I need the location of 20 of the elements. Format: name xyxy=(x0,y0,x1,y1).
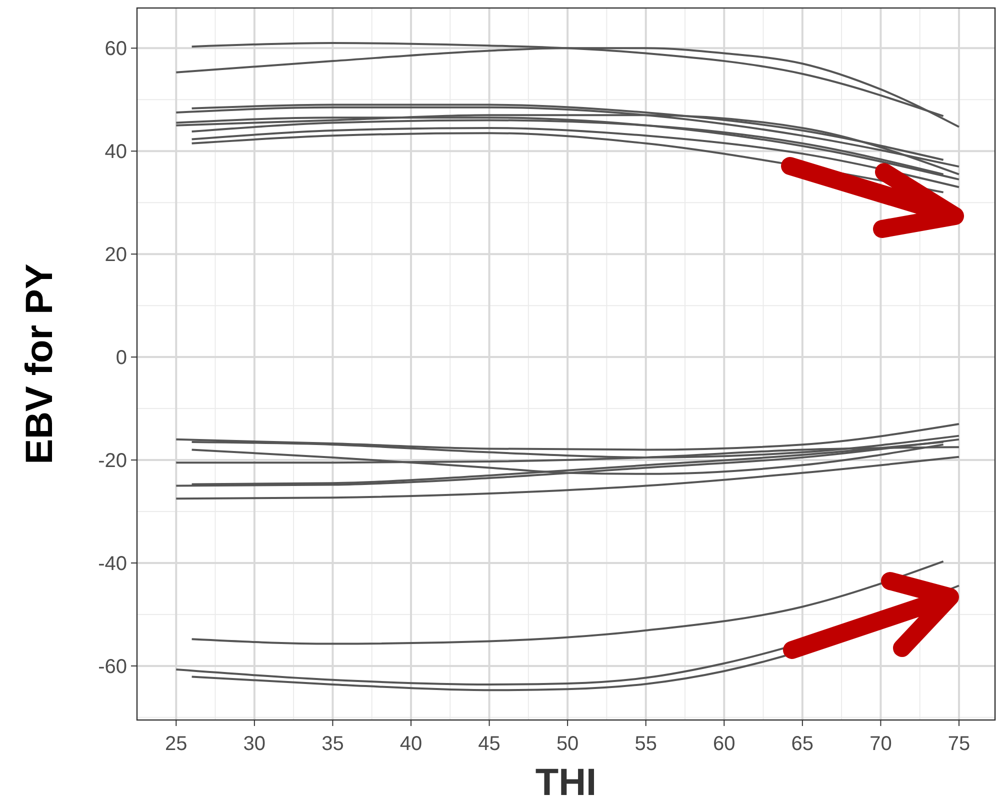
x-axis-title: THI xyxy=(535,762,597,803)
x-tick-label: 25 xyxy=(165,733,188,755)
x-tick-label: 30 xyxy=(243,733,266,755)
x-tick-label: 70 xyxy=(870,733,892,755)
y-tick-label: 20 xyxy=(104,244,127,266)
y-tick-label: -20 xyxy=(98,450,127,472)
x-tick-label: 50 xyxy=(556,733,579,755)
x-tick-label: 75 xyxy=(948,733,970,755)
y-tick-label: -40 xyxy=(98,552,127,575)
y-tick-label: 0 xyxy=(116,347,127,370)
y-tick-label: 60 xyxy=(104,38,127,60)
y-tick-label: -60 xyxy=(98,656,127,678)
x-tick-label: 45 xyxy=(478,733,500,755)
x-tick-label: 60 xyxy=(713,733,736,755)
x-tick-label: 55 xyxy=(634,733,657,755)
x-tick-label: 35 xyxy=(322,733,344,755)
y-axis-title: EBV for PY xyxy=(19,264,61,464)
x-tick-label: 40 xyxy=(400,733,422,755)
y-tick-label: 40 xyxy=(104,141,127,164)
x-tick-label: 65 xyxy=(791,733,814,755)
